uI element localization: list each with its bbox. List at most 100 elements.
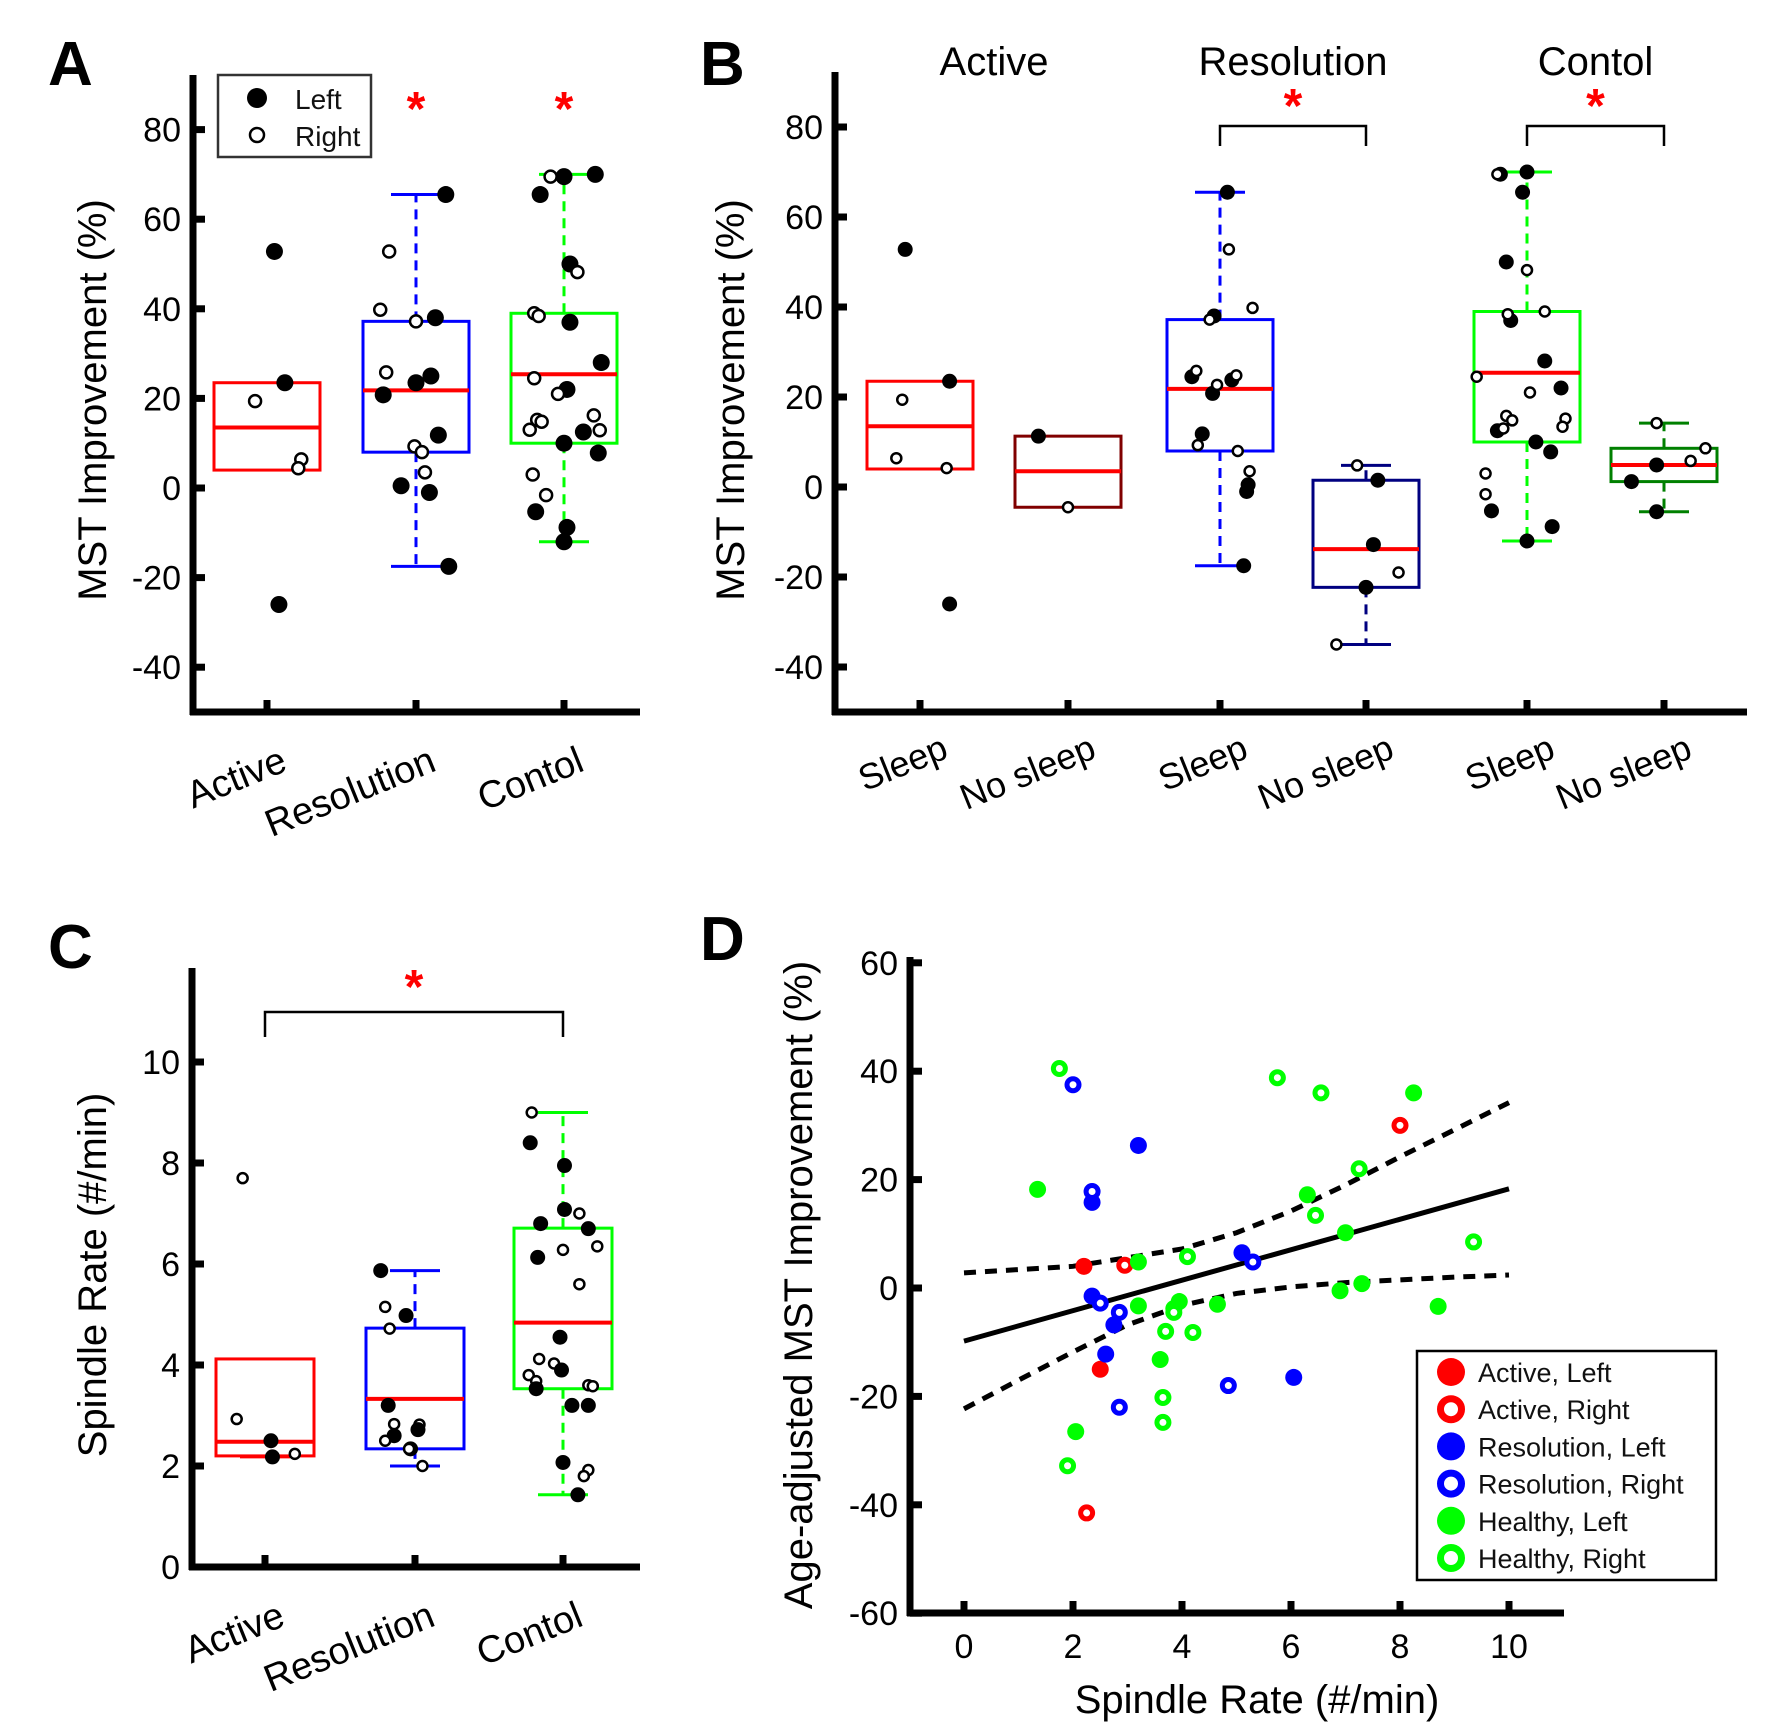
data-point-right — [1505, 414, 1519, 427]
scatter-point-filled — [1067, 1423, 1085, 1441]
y-axis-label: Spindle Rate (#/min) — [71, 1093, 115, 1458]
data-point-right — [291, 461, 306, 476]
data-point-right — [890, 451, 903, 465]
data-point-right — [1190, 364, 1203, 378]
category-label: Resolution — [258, 1594, 440, 1700]
legend-label: Resolution, Left — [1478, 1432, 1666, 1462]
category-label: Sleep — [852, 726, 953, 799]
y-tick-label: -40 — [132, 649, 181, 687]
data-point-right — [288, 1447, 302, 1461]
data-point-right — [895, 393, 909, 406]
y-tick-label: 4 — [161, 1347, 180, 1385]
scatter-point-filled — [1353, 1275, 1371, 1293]
scatter-point-open — [1154, 1388, 1172, 1406]
data-point-right — [1350, 459, 1364, 472]
data-point-right — [525, 467, 540, 482]
legend-box — [216, 73, 373, 159]
data-point-left — [528, 1381, 544, 1397]
data-point-left — [942, 373, 958, 389]
scatter-point-filled — [1331, 1282, 1349, 1300]
data-point-left — [1537, 353, 1553, 369]
data-point-left — [1519, 164, 1535, 180]
data-point-right — [1243, 465, 1256, 478]
legend-label-right: Right — [295, 121, 361, 152]
data-point-left — [592, 354, 610, 372]
data-point-left — [533, 1216, 549, 1232]
data-point-left — [263, 1433, 279, 1449]
x-tick-label: 4 — [1173, 1628, 1192, 1666]
significance-star: * — [1284, 80, 1303, 133]
scatter-point-filled — [1097, 1345, 1115, 1363]
y-tick-label: -20 — [774, 559, 823, 597]
data-point-left — [564, 1397, 580, 1413]
y-tick-label: 8 — [161, 1145, 180, 1183]
data-point-left — [1483, 503, 1499, 519]
scatter-point-open — [1350, 1160, 1368, 1178]
data-point-right — [1230, 369, 1243, 382]
data-point-right — [1210, 378, 1224, 392]
data-point-left — [1553, 380, 1569, 396]
data-point-left — [1370, 472, 1386, 488]
y-axis-label: Age-adjusted MST Improvement (%) — [777, 961, 821, 1609]
category-label: Sleep — [1459, 726, 1560, 799]
data-point-left — [1543, 444, 1559, 460]
panel-d: D -60 -40 -20 0 20 40 60 0 2 4 6 8 10 Spindle Rate (#/… — [700, 905, 1718, 1722]
data-point-left — [589, 444, 607, 462]
scatter-point-open — [1312, 1084, 1330, 1102]
legend-label: Healthy, Right — [1478, 1544, 1646, 1574]
data-point-right — [1191, 438, 1205, 452]
data-point-left — [586, 165, 604, 183]
scatter-point-open — [1244, 1253, 1262, 1271]
data-point-right — [372, 302, 388, 317]
y-tick-label: -20 — [132, 560, 181, 598]
y-axis-label: MST Improvement (%) — [71, 199, 115, 601]
scatter-point-filled — [1405, 1084, 1423, 1102]
scatter-point-filled — [1151, 1351, 1169, 1369]
legend-label: Active, Right — [1478, 1395, 1630, 1425]
category-label: Contol — [472, 739, 590, 819]
scatter-point-open — [1050, 1059, 1068, 1077]
y-tick-label: 6 — [161, 1246, 180, 1284]
significance-bracket — [1525, 124, 1666, 146]
y-tick-label: -40 — [774, 649, 823, 687]
data-point-left — [380, 1397, 396, 1413]
scatter-point-open — [1154, 1413, 1172, 1431]
data-point-right — [592, 422, 608, 438]
y-tick-label: 20 — [785, 379, 823, 417]
scatter-point-open — [1110, 1303, 1128, 1321]
scatter-point-open — [1219, 1377, 1237, 1395]
scatter-point-open — [1091, 1294, 1109, 1312]
legend-marker — [1437, 1432, 1465, 1461]
y-tick-label: 40 — [860, 1053, 898, 1091]
data-point-right — [378, 365, 394, 380]
data-point-right — [591, 1240, 604, 1253]
data-point-right — [1699, 442, 1712, 455]
data-point-right — [1497, 422, 1510, 435]
data-point-right — [402, 1442, 416, 1456]
category-label: No sleep — [954, 726, 1101, 817]
x-axis-label: Spindle Rate (#/min) — [1075, 1678, 1440, 1722]
legend-marker — [1437, 1506, 1465, 1535]
y-tick-label: 80 — [785, 109, 823, 147]
data-point-right — [1479, 467, 1492, 480]
data-point-right — [1491, 168, 1504, 181]
y-tick-label: 20 — [860, 1162, 898, 1200]
legend-label: Resolution, Right — [1478, 1470, 1684, 1500]
scatter-point-filled — [1029, 1180, 1047, 1198]
category-label: No sleep — [1550, 726, 1697, 817]
group-title: Contol — [1538, 40, 1654, 84]
data-point-left — [398, 1308, 414, 1324]
significance-bracket — [263, 1010, 565, 1037]
y-tick-label: 60 — [860, 945, 898, 983]
legend: Active, Left Active, Right Resolution, Lef… — [1415, 1349, 1718, 1582]
scatter-point-filled — [1075, 1257, 1093, 1275]
significance-star: * — [555, 83, 574, 136]
legend-marker — [1437, 1544, 1465, 1572]
scatter-point-filled — [1091, 1360, 1109, 1378]
scatter-point-filled — [1429, 1297, 1447, 1315]
panel-letter: C — [48, 913, 93, 982]
x-tick-label: 2 — [1064, 1628, 1083, 1666]
scatter-point-filled — [1129, 1253, 1147, 1271]
data-point-left — [555, 434, 573, 452]
